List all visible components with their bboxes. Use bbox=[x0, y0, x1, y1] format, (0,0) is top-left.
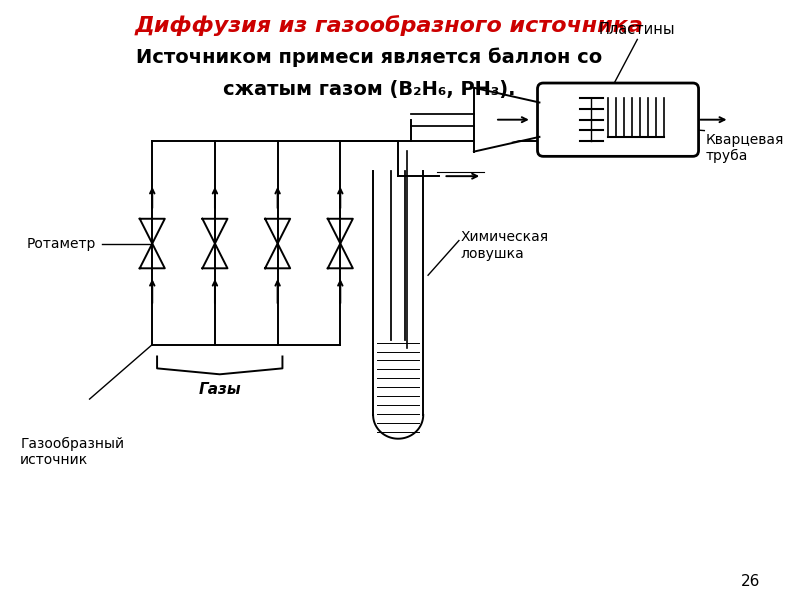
Text: Газообразный
источник: Газообразный источник bbox=[20, 437, 124, 467]
Text: Пластины: Пластины bbox=[599, 22, 675, 37]
Text: 26: 26 bbox=[741, 574, 760, 589]
Text: Химическая
ловушка: Химическая ловушка bbox=[461, 230, 549, 260]
Text: Кварцевая
труба: Кварцевая труба bbox=[706, 133, 784, 163]
Text: Ротаметр: Ротаметр bbox=[27, 236, 96, 251]
FancyBboxPatch shape bbox=[538, 83, 698, 157]
Text: Газы: Газы bbox=[198, 382, 241, 397]
Text: Диффузия из газообразного источника: Диффузия из газообразного источника bbox=[134, 14, 643, 35]
Text: сжатым газом (B₂H₆, PH₃).: сжатым газом (B₂H₆, PH₃). bbox=[223, 80, 515, 99]
Polygon shape bbox=[475, 90, 538, 149]
Text: Источником примеси является баллон со: Источником примеси является баллон со bbox=[136, 47, 602, 67]
